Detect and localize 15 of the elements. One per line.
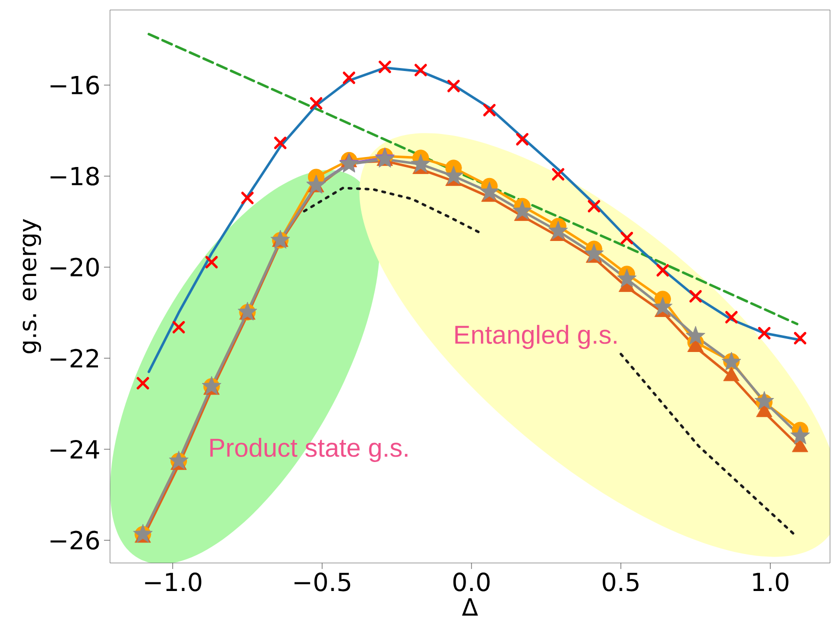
x-tick-label: −0.5 (294, 572, 350, 592)
y-tick-label: −18 (50, 166, 99, 186)
x-tick-label: 1.0 (753, 572, 788, 592)
y-tick-label: −16 (50, 76, 99, 95)
y-axis-title: g.s. energy (22, 219, 42, 354)
x-axis-title: Δ (462, 598, 478, 616)
annotation: Entangled g.s. (455, 324, 616, 350)
y-tick-label: −20 (50, 258, 99, 277)
y-tick-label: −24 (50, 440, 100, 458)
x-tick-label: 0.0 (453, 572, 490, 592)
y-tick-label: −26 (50, 530, 99, 550)
x-tick-label: 0.5 (602, 572, 639, 592)
annotation: Product state g.s. (210, 438, 408, 462)
y-tick-label: −22 (50, 348, 98, 368)
x-tick-label: −1.0 (145, 572, 202, 592)
